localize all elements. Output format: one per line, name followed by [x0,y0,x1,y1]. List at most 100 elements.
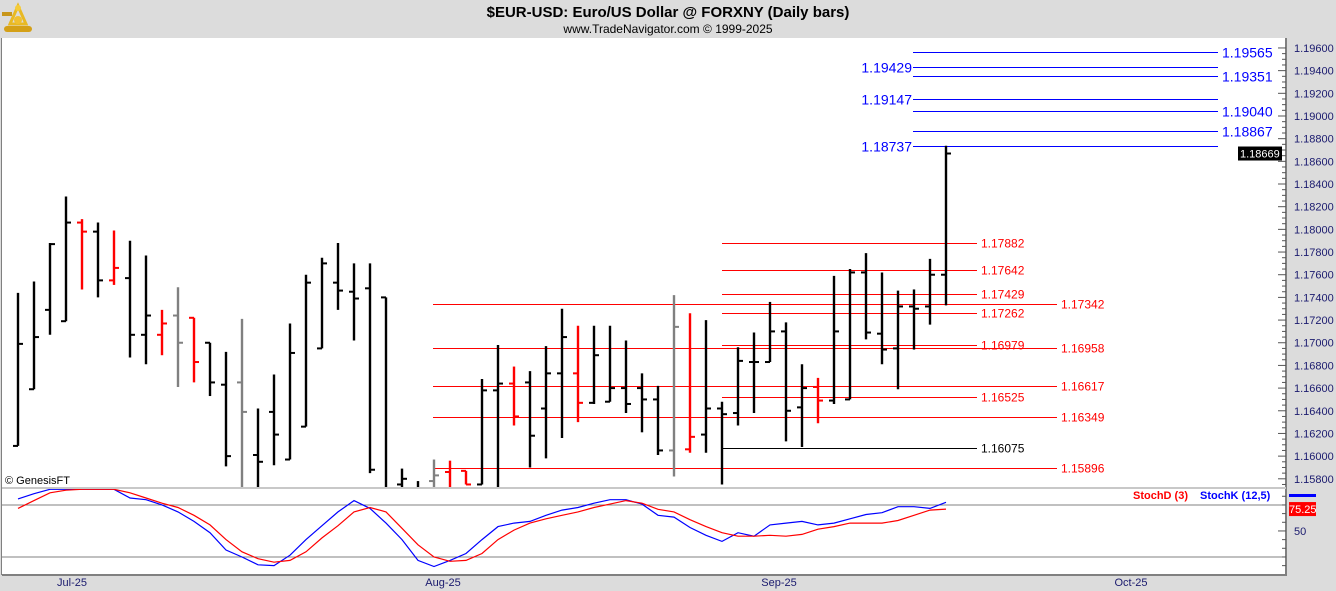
chart-title: $EUR-USD: Euro/US Dollar @ FORXNY (Daily… [487,4,850,21]
date-label-sep: Sep-25 [761,577,796,589]
ohlc-bar [461,469,471,486]
price-level-labels: 1.19565 1.19429 1.19351 1.19147 1.19040 1.188… [861,45,1272,476]
ohlc-bar [93,222,103,298]
ohlc-bar [157,309,167,356]
stochastic-tick-50: 50 [1294,526,1306,538]
price-axis-label: 1.15800 [1294,474,1334,486]
ohlc-bar [61,196,71,323]
ohlc-bar [637,373,647,433]
level-label: 1.19429 [861,60,912,76]
level-label: 1.19351 [1222,69,1273,85]
price-axis-label: 1.16400 [1294,406,1334,418]
ohlc-bar [189,316,199,383]
price-axis-label: 1.19000 [1294,111,1334,123]
level-label: 1.17882 [981,237,1025,251]
ohlc-bar [416,481,420,487]
stochastic-panel[interactable] [2,489,1285,574]
date-label-jul: Jul-25 [57,577,87,589]
price-axis-label: 1.18200 [1294,202,1334,214]
price-axis-label: 1.16000 [1294,451,1334,463]
ohlc-bar [845,269,855,401]
level-label: 1.16958 [1061,342,1105,356]
ohlc-bar [365,263,375,474]
price-axis-label: 1.16600 [1294,383,1334,395]
panel-separator[interactable] [2,487,1286,489]
level-label: 1.19040 [1222,104,1273,120]
price-axis-label: 1.17000 [1294,338,1334,350]
ohlc-bar [669,295,679,477]
level-label: 1.17429 [981,288,1025,302]
price-axis-label: 1.19600 [1294,43,1334,55]
price-axis-label: 1.18400 [1294,179,1334,191]
ohlc-bar [653,385,663,455]
ohlc-bar [13,292,23,447]
level-label: 1.18867 [1222,124,1273,140]
date-label-oct: Oct-25 [1114,577,1147,589]
ohlc-bar [925,258,935,325]
stochk-line [17,489,947,568]
stochastic-last-badge: 75.25 [1289,494,1317,517]
last-price-label: 1.18669 [1240,149,1280,161]
date-label-aug: Aug-25 [425,577,460,589]
ohlc-bar [525,371,535,468]
ohlc-bar [701,320,711,453]
ohlc-bar [125,240,135,358]
level-label: 1.19147 [861,92,912,108]
level-label: 1.19565 [1222,45,1273,61]
ohlc-bar [589,325,599,404]
price-axis-label: 1.17600 [1294,270,1334,282]
price-axis-label: 1.18000 [1294,224,1334,236]
price-axis-label: 1.18800 [1294,134,1334,146]
ohlc-bar [781,322,791,442]
ohlc-bar [317,257,327,350]
ohlc-bar [797,364,807,448]
sextant-icon [2,2,32,32]
price-axis-label: 1.16200 [1294,428,1334,440]
stochastic-lines [17,489,947,568]
level-label: 1.16075 [981,442,1025,456]
chart-subtitle: www.TradeNavigator.com © 1999-2025 [562,22,772,36]
ohlc-bar [829,275,839,404]
ohlc-bar [269,374,279,466]
ohlc-bar [541,346,551,459]
date-axis[interactable]: Jul-25 Aug-25 Sep-25 Oct-25 [57,577,1147,589]
ohlc-bar [333,242,343,310]
ohlc-bar [173,287,183,387]
ohlc-bar [205,341,215,397]
level-label: 1.17262 [981,307,1025,321]
ohlc-bar [493,345,503,487]
ohlc-bar [349,263,359,341]
ohlc-bar [77,219,87,290]
ohlc-bar [509,366,519,426]
stochastic-axis[interactable] [1278,495,1286,567]
ohlc-bar [141,255,151,365]
ohlc-bar [445,460,452,487]
ohlc-bar [941,145,951,306]
ohlc-bar [813,377,823,424]
ohlc-bar [237,318,247,487]
ohlc-bar [605,325,615,403]
ohlc-bar [893,290,903,390]
price-axis-label: 1.18600 [1294,156,1334,168]
ohlc-bar [573,325,583,423]
price-axis[interactable]: 1.19600 1.19400 1.19200 1.19000 1.18800 1.186… [1278,43,1334,486]
last-price-badge: 1.18669 [1238,146,1282,161]
level-label: 1.16617 [1061,380,1105,394]
ohlc-bar [477,379,487,486]
level-label: 1.18737 [861,139,912,155]
stochastic-last-label: 75.25 [1289,504,1317,516]
ohlc-bar [621,340,631,414]
price-axis-label: 1.17200 [1294,315,1334,327]
price-axis-label: 1.17800 [1294,247,1334,259]
ohlc-bar [685,313,695,453]
copyright-label: © GenesisFT [5,475,70,487]
header-bar [0,0,1336,38]
ohlc-bar [381,296,388,487]
legend-stochk: StochK (12,5) [1200,490,1271,502]
price-panel[interactable] [2,38,1285,487]
ohlc-bar [285,323,295,461]
ohlc-bar [221,351,231,467]
ohlc-bar [909,289,919,350]
ohlc-bar [397,468,407,487]
